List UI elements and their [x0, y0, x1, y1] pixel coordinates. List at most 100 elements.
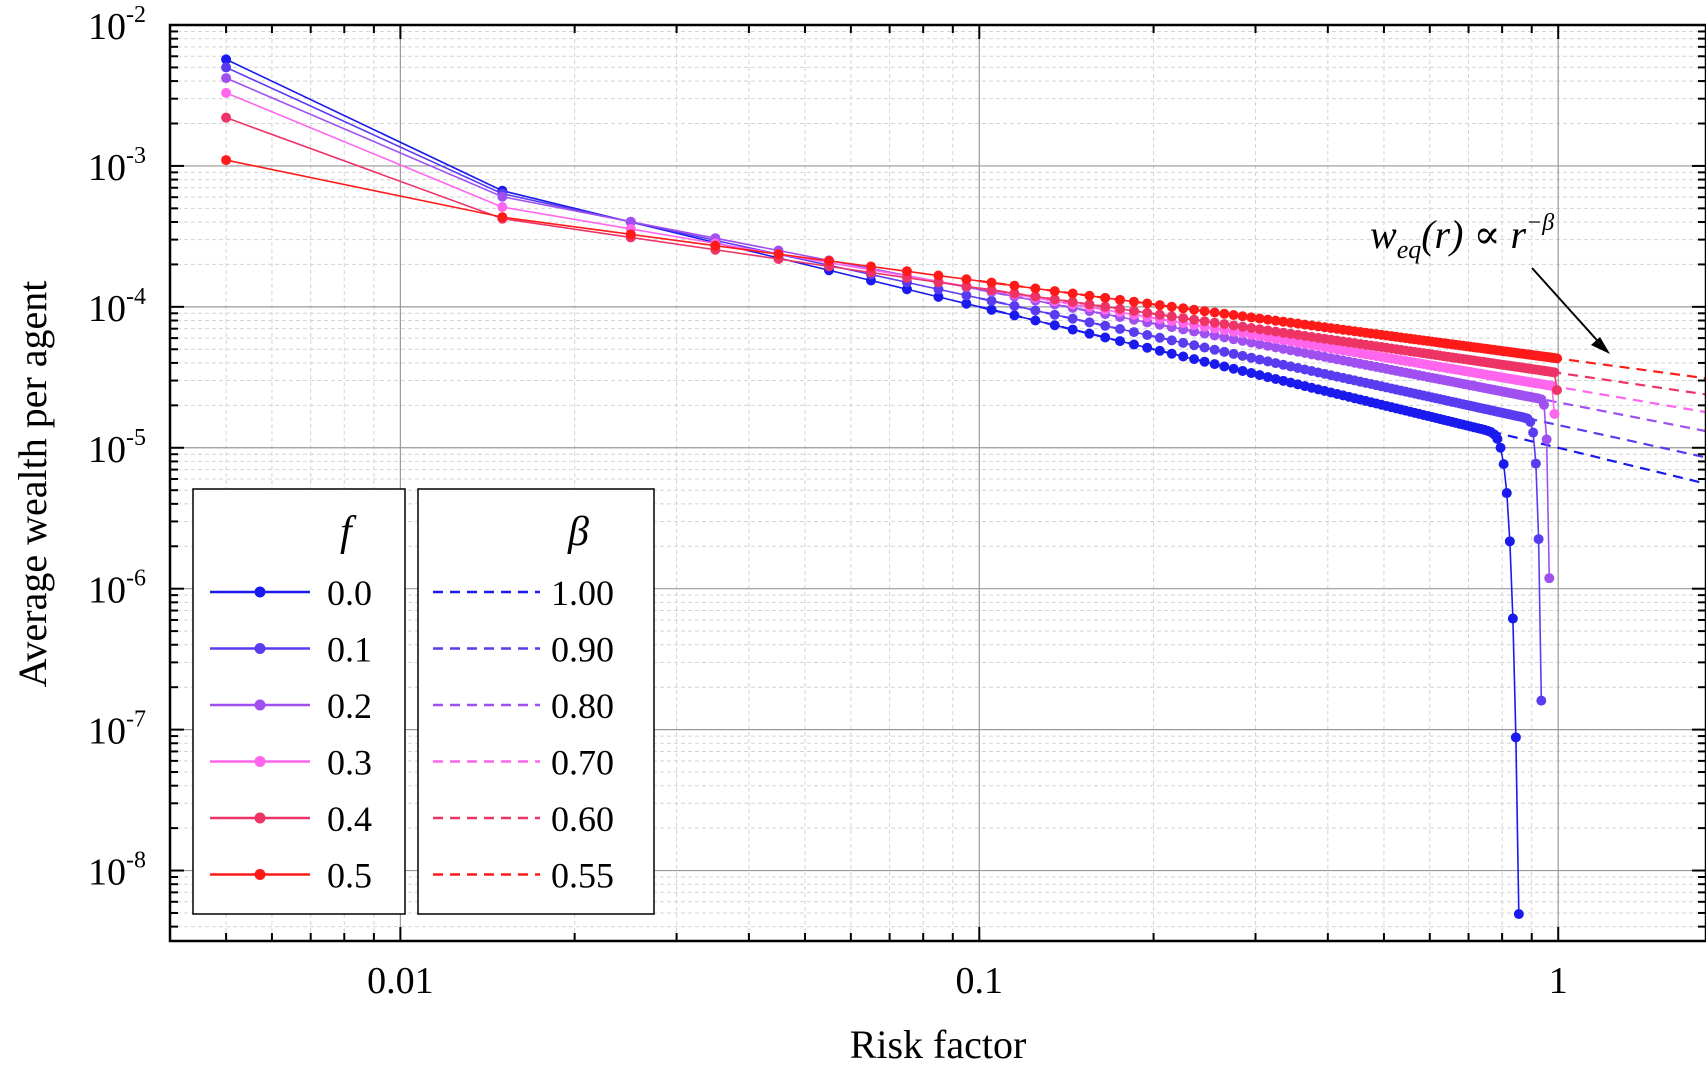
- data-point: [1254, 313, 1265, 324]
- data-point: [1278, 343, 1289, 354]
- y-tick-label: 10-4: [88, 284, 146, 330]
- data-point: [1100, 301, 1111, 312]
- data-point: [1178, 337, 1189, 348]
- data-point: [1270, 373, 1281, 384]
- data-point: [1262, 325, 1273, 336]
- data-point: [1166, 311, 1177, 322]
- data-point: [1278, 316, 1289, 327]
- data-point: [1262, 314, 1273, 325]
- data-point: [221, 155, 232, 166]
- legend-f-marker: [254, 699, 266, 711]
- data-point: [1009, 300, 1020, 311]
- data-point: [1067, 288, 1078, 299]
- data-point: [961, 290, 972, 301]
- data-point: [1246, 352, 1257, 363]
- data-point: [497, 212, 508, 223]
- legend-f-entry: 0.1: [210, 630, 372, 670]
- data-point: [1189, 354, 1200, 365]
- data-point: [1219, 308, 1230, 319]
- data-point: [986, 295, 997, 306]
- data-point: [1166, 348, 1177, 359]
- data-point: [1209, 307, 1220, 318]
- data-point: [1067, 324, 1078, 335]
- legend-f-label: 0.3: [327, 743, 372, 783]
- data-point: [221, 112, 232, 123]
- data-point: [961, 274, 972, 285]
- data-point: [1067, 313, 1078, 324]
- data-point: [1154, 345, 1165, 356]
- annotation-w: w: [1370, 212, 1397, 257]
- legend-beta-label: 0.90: [551, 630, 614, 670]
- data-point: [1278, 335, 1289, 346]
- legend-beta-entry: 0.90: [433, 630, 614, 670]
- data-point: [1237, 350, 1248, 361]
- legend-f: f 0.00.10.20.30.40.5: [192, 488, 406, 915]
- data-point: [1142, 329, 1153, 340]
- legend-beta-header: β: [567, 509, 589, 555]
- legend-f-entry: 0.5: [210, 856, 372, 896]
- data-point: [1228, 334, 1239, 345]
- data-point: [1254, 370, 1265, 381]
- data-point: [1030, 291, 1041, 302]
- x-axis-label: Risk factor: [850, 1022, 1027, 1067]
- legend-f-entry: 0.0: [210, 573, 372, 613]
- data-point: [1009, 280, 1020, 291]
- data-point: [1030, 315, 1041, 326]
- series-f-0-5: [221, 155, 1562, 364]
- y-axis-label: Average wealth per agent: [10, 281, 55, 688]
- annotation-arrowhead: [1591, 337, 1610, 354]
- data-point: [1114, 303, 1125, 314]
- data-point: [1528, 427, 1539, 438]
- data-point: [1100, 320, 1111, 331]
- data-point: [1189, 304, 1200, 315]
- data-point: [1246, 337, 1257, 348]
- data-point: [1262, 372, 1273, 383]
- data-point: [901, 266, 912, 277]
- data-point: [710, 240, 721, 251]
- data-point: [1154, 300, 1165, 311]
- data-point: [1513, 909, 1524, 920]
- data-point: [1228, 348, 1239, 359]
- data-point: [1549, 367, 1560, 378]
- data-point: [961, 281, 972, 292]
- data-point: [1128, 305, 1139, 316]
- data-point: [1270, 358, 1281, 369]
- data-point: [933, 291, 944, 302]
- series-f-0-4: [221, 112, 1562, 396]
- data-point: [1189, 314, 1200, 325]
- data-point: [1538, 399, 1549, 410]
- data-point: [1166, 335, 1177, 346]
- data-point: [773, 249, 784, 260]
- data-point: [1154, 332, 1165, 343]
- legend-f-label: 0.4: [327, 799, 372, 839]
- data-point: [933, 270, 944, 281]
- data-point: [1544, 573, 1555, 584]
- legend-beta-entry: 1.00: [433, 573, 614, 613]
- data-point: [1246, 323, 1257, 334]
- data-point: [1492, 433, 1503, 444]
- data-point: [625, 216, 636, 227]
- data-point: [1114, 324, 1125, 335]
- data-point: [1278, 327, 1289, 338]
- data-point: [1178, 303, 1189, 314]
- data-point: [1551, 353, 1562, 364]
- data-point: [1030, 283, 1041, 294]
- data-point: [1270, 342, 1281, 353]
- data-point: [221, 73, 232, 84]
- data-point: [1237, 365, 1248, 376]
- y-tick-label: 10-7: [88, 707, 146, 753]
- data-point: [221, 87, 232, 98]
- legend-f-marker: [254, 812, 266, 824]
- legend-beta-label: 0.55: [551, 856, 614, 896]
- x-tick-label: 0.1: [956, 960, 1004, 1002]
- legend-beta-label: 0.60: [551, 799, 614, 839]
- y-tick-labels: 10-2 10-3 10-4 10-5 10-6 10-7 10-8: [88, 2, 146, 894]
- data-point: [221, 54, 232, 65]
- data-point: [1254, 324, 1265, 335]
- legend-f-entry: 0.4: [210, 799, 372, 839]
- legend-f-label: 0.2: [327, 686, 372, 726]
- data-point: [986, 285, 997, 296]
- legend-beta-entry: 0.55: [433, 856, 614, 896]
- data-point: [1114, 294, 1125, 305]
